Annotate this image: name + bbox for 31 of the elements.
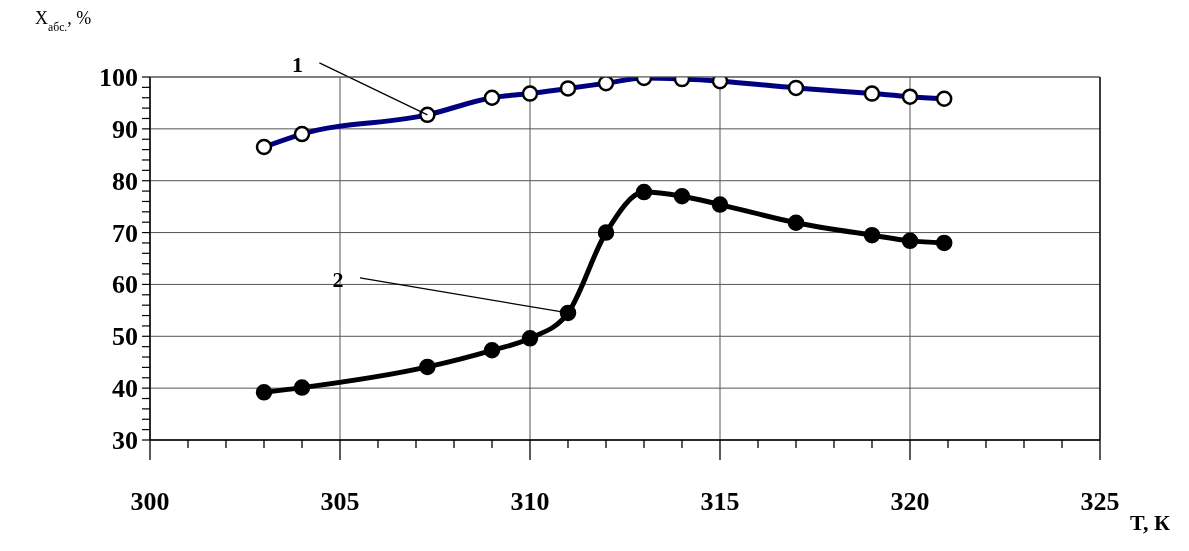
point	[711, 196, 729, 213]
point	[787, 214, 805, 231]
point	[863, 226, 881, 244]
y-tick-label: 60	[112, 270, 138, 300]
y-tick-label: 40	[112, 374, 138, 404]
x-tick-label: 305	[320, 487, 360, 516]
x-tick-label: 310	[510, 487, 550, 516]
x-axis-title: T, К	[1130, 510, 1171, 535]
y-tick-label: 50	[112, 322, 138, 352]
point	[673, 188, 691, 205]
y-axis-title: X$_{абс.}$, %	[35, 8, 92, 34]
point	[293, 379, 311, 396]
y-tick-label: 80	[112, 166, 138, 196]
point	[597, 224, 615, 241]
y-tick-label: 70	[112, 218, 138, 248]
point	[635, 183, 653, 201]
point	[483, 342, 501, 359]
y-tick-label: 90	[112, 114, 138, 144]
point	[935, 234, 953, 252]
point	[559, 304, 577, 322]
x-tick-label: 300	[130, 487, 170, 516]
y-tick-label: 30	[112, 426, 138, 455]
point	[521, 330, 539, 347]
y-tick-label: 100	[99, 63, 138, 92]
x-tick-label: 325	[1080, 487, 1120, 516]
point	[255, 384, 273, 401]
annotation: 1	[291, 51, 303, 77]
x-tick-label: 315	[700, 487, 740, 516]
x-tick-label: 320	[890, 487, 930, 516]
point	[901, 232, 919, 250]
point	[419, 358, 436, 376]
